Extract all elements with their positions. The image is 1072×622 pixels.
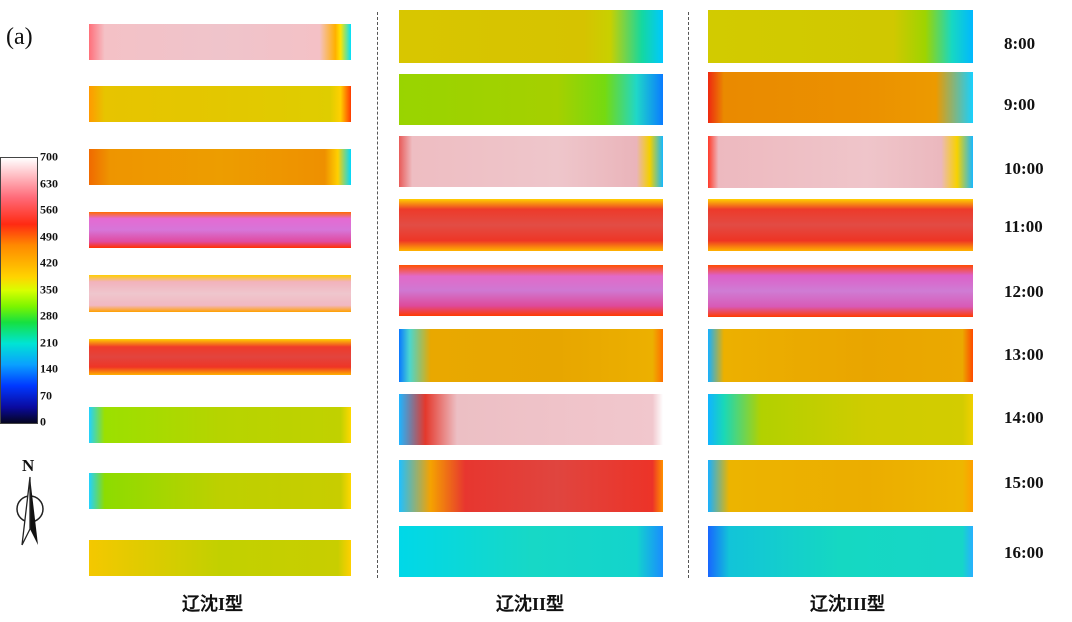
heatmap-cell-type3-0900 bbox=[708, 72, 973, 123]
heatmap-cell-type2-1500 bbox=[399, 460, 663, 512]
heatmap-cell-type1-1200 bbox=[89, 275, 351, 312]
column-title-type3: 辽沈III型 bbox=[810, 594, 886, 614]
legend-tick: 70 bbox=[40, 388, 52, 402]
color-scale-bar bbox=[0, 157, 38, 424]
legend-tick: 350 bbox=[40, 282, 58, 296]
north-arrow-icon: N bbox=[10, 455, 50, 555]
legend-tick: 630 bbox=[40, 176, 58, 190]
column-divider bbox=[377, 12, 378, 578]
heatmap-cell-type3-1200 bbox=[708, 265, 973, 317]
heatmap-cell-type3-1600 bbox=[708, 526, 973, 577]
legend-tick: 140 bbox=[40, 361, 58, 376]
column-title-type1: 辽沈I型 bbox=[182, 594, 244, 614]
time-label: 15:00 bbox=[1004, 473, 1044, 492]
heatmap-cell-type2-0900 bbox=[399, 74, 663, 125]
time-label: 13:00 bbox=[1004, 345, 1044, 364]
heatmap-cell-type1-1000 bbox=[89, 149, 351, 185]
heatmap-cell-type1-0800 bbox=[89, 24, 351, 60]
time-label: 12:00 bbox=[1004, 282, 1044, 301]
heatmap-cell-type1-1300 bbox=[89, 339, 351, 375]
time-label: 14:00 bbox=[1004, 408, 1044, 427]
time-label: 11:00 bbox=[1004, 217, 1043, 236]
time-label: 10:00 bbox=[1004, 159, 1044, 178]
heatmap-cell-type1-1100 bbox=[89, 212, 351, 248]
heatmap-cell-type3-0800 bbox=[708, 10, 973, 63]
legend-tick: 490 bbox=[40, 229, 58, 243]
column-title-type2: 辽沈II型 bbox=[496, 594, 565, 614]
heatmap-cell-type3-1300 bbox=[708, 329, 973, 382]
legend-tick: 560 bbox=[40, 202, 58, 217]
time-label: 16:00 bbox=[1004, 543, 1044, 562]
time-label: 8:00 bbox=[1004, 34, 1036, 53]
heatmap-cell-type3-1400 bbox=[708, 394, 973, 445]
heatmap-cell-type2-1600 bbox=[399, 526, 663, 577]
heatmap-cell-type1-1600 bbox=[89, 540, 351, 576]
heatmap-cell-type3-1000 bbox=[708, 136, 973, 188]
heatmap-cell-type1-1500 bbox=[89, 473, 351, 509]
heatmap-cell-type2-1400 bbox=[399, 394, 663, 445]
legend-tick: 0 bbox=[40, 414, 46, 429]
legend-tick: 280 bbox=[40, 308, 58, 323]
legend-tick: 700 bbox=[40, 149, 58, 164]
column-divider bbox=[688, 12, 689, 578]
heatmap-cell-type2-0800 bbox=[399, 10, 663, 63]
heatmap-cell-type2-1100 bbox=[399, 199, 663, 251]
heatmap-cell-type3-1100 bbox=[708, 199, 973, 251]
heatmap-cell-type2-1200 bbox=[399, 265, 663, 316]
legend-tick: 420 bbox=[40, 255, 58, 270]
heatmap-cell-type1-0900 bbox=[89, 86, 351, 122]
legend-tick: 210 bbox=[40, 335, 58, 349]
heatmap-cell-type1-1400 bbox=[89, 407, 351, 443]
north-label: N bbox=[22, 456, 35, 475]
time-label: 9:00 bbox=[1004, 95, 1036, 114]
heatmap-cell-type2-1300 bbox=[399, 329, 663, 382]
heatmap-cell-type2-1000 bbox=[399, 136, 663, 187]
heatmap-cell-type3-1500 bbox=[708, 460, 973, 512]
panel-label: (a) bbox=[6, 24, 33, 50]
